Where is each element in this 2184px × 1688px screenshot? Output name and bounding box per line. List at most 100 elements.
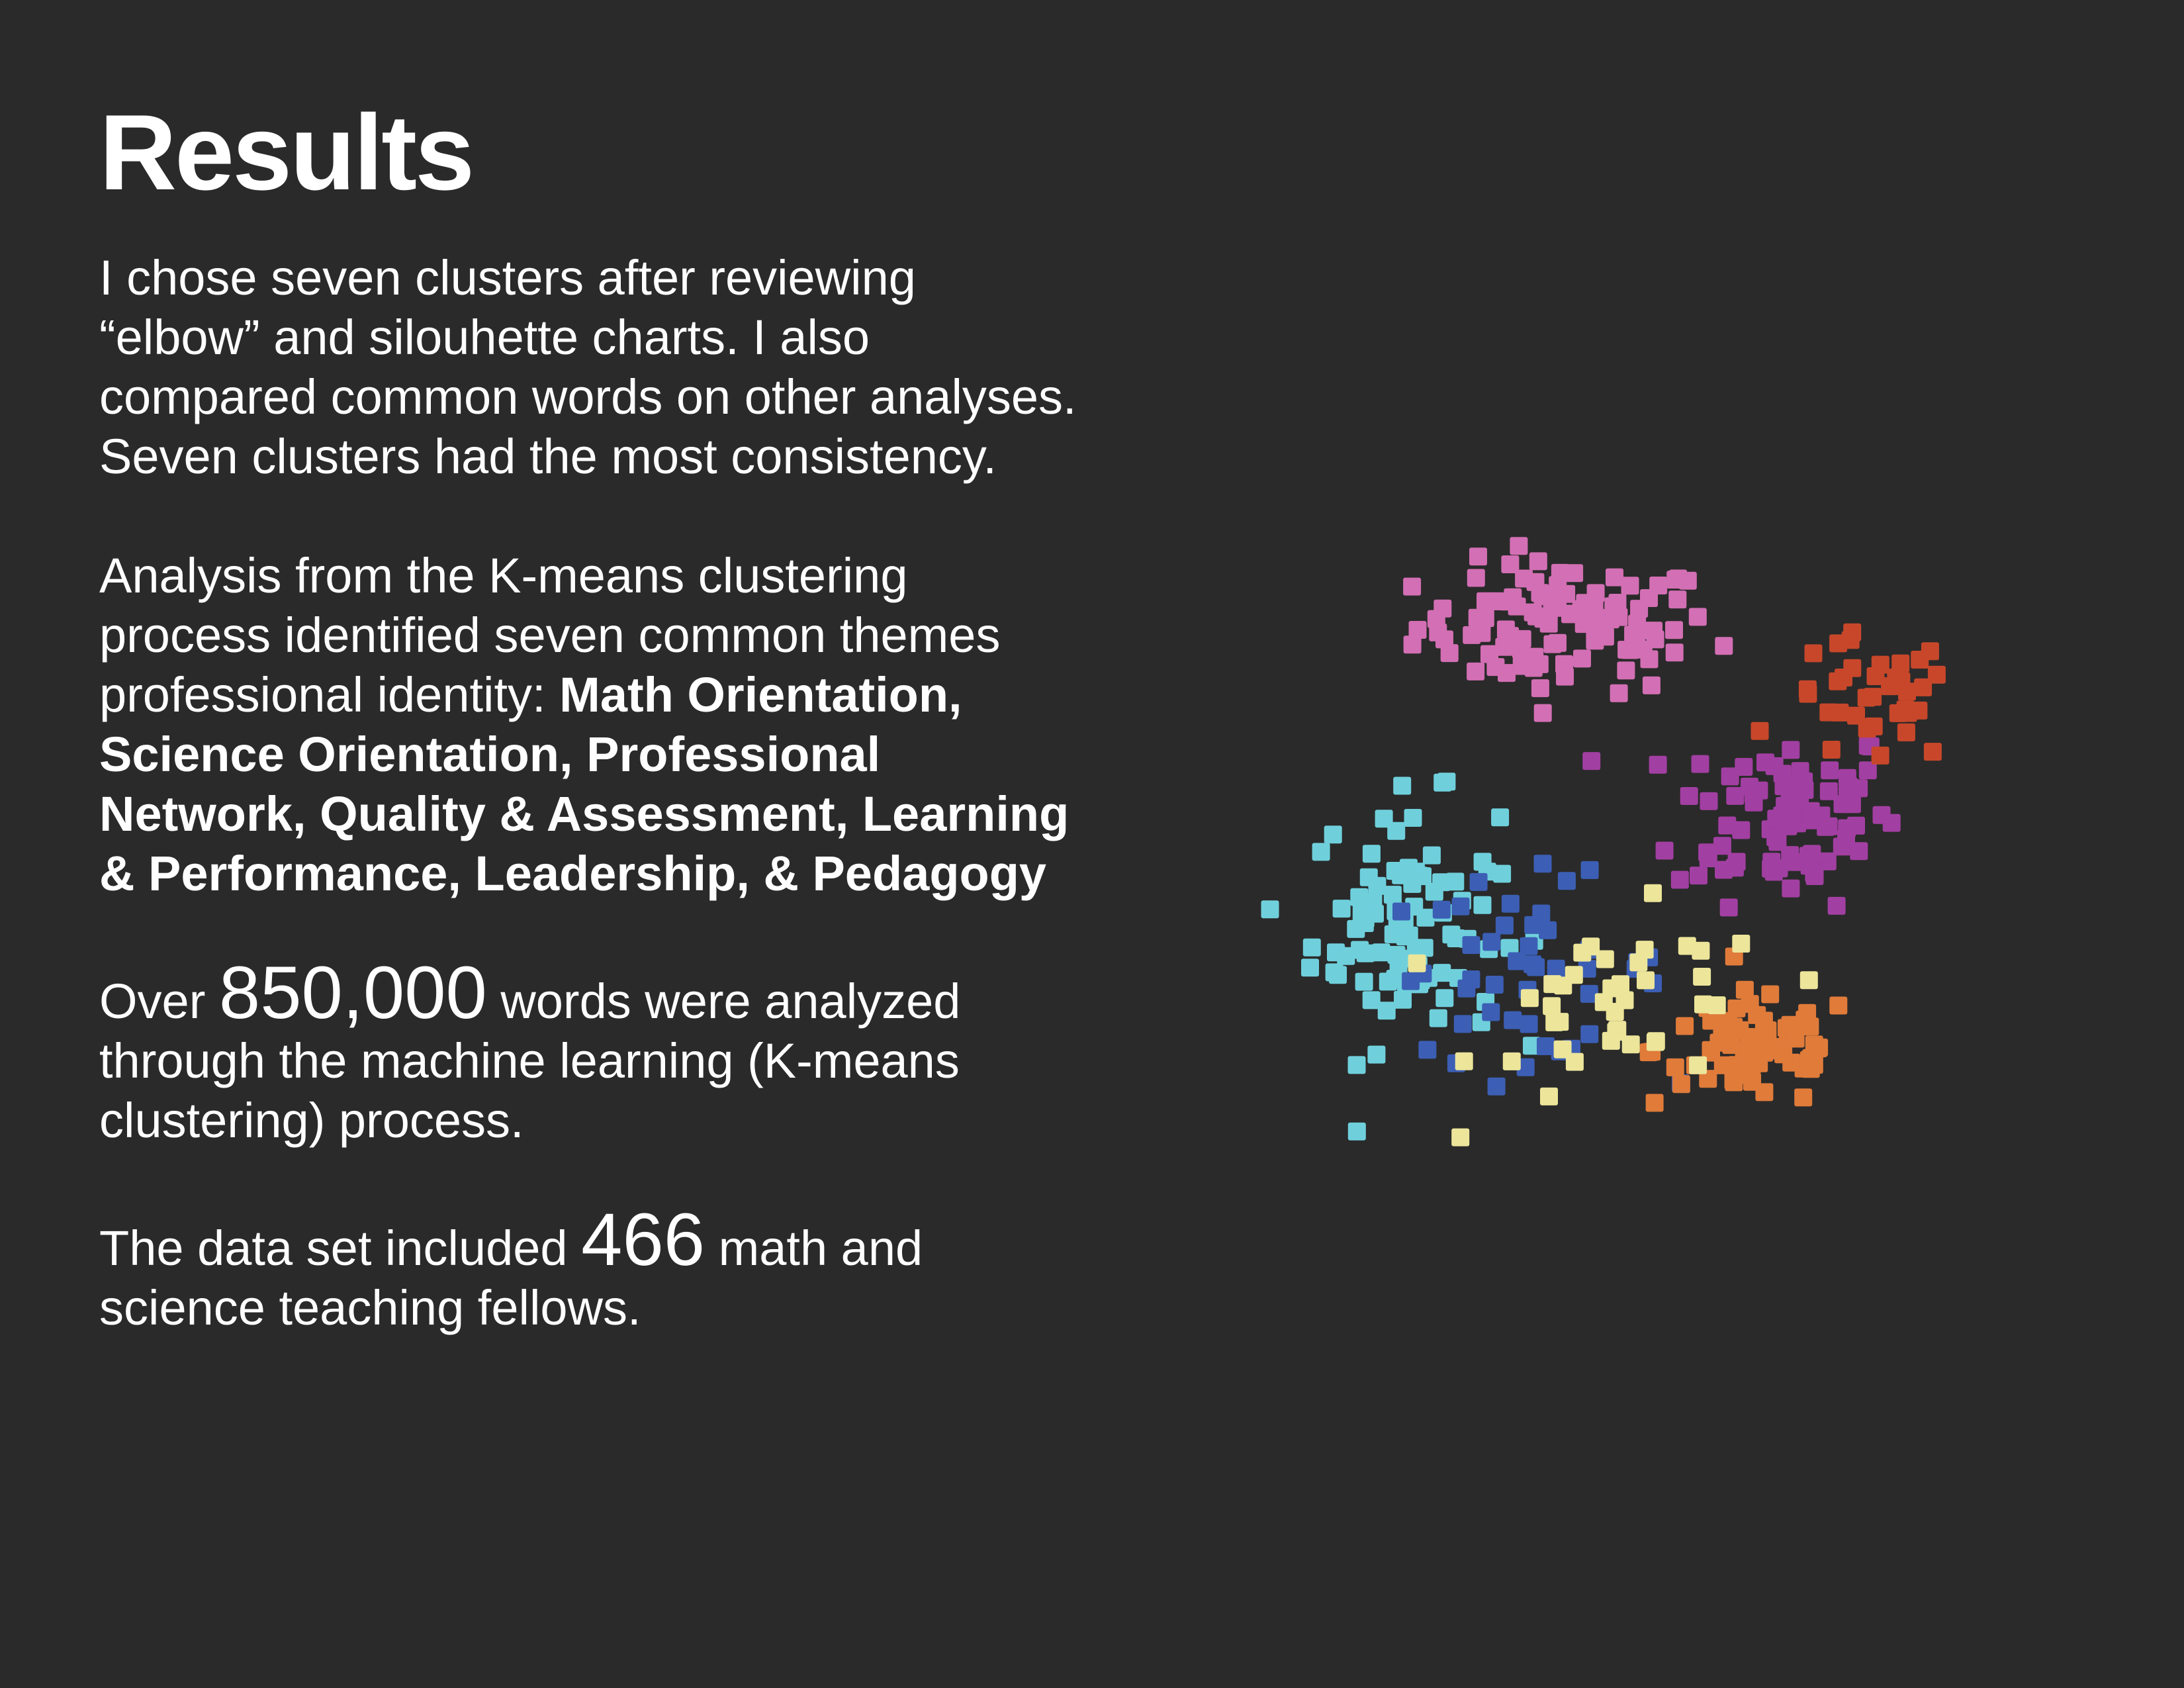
scatter-point-cluster-1 (1469, 547, 1487, 566)
page-title: Results (99, 93, 475, 212)
scatter-point-cluster-1 (1473, 624, 1491, 642)
scatter-point-cluster-1 (1468, 608, 1486, 627)
scatter-point-cluster-3 (1491, 808, 1510, 827)
scatter-point-cluster-3 (1493, 865, 1512, 883)
scatter-point-cluster-5 (1666, 1058, 1684, 1076)
scatter-point-cluster-3 (1329, 966, 1347, 984)
scatter-point-cluster-7 (1554, 976, 1572, 995)
scatter-point-cluster-4 (1580, 984, 1598, 1003)
scatter-point-cluster-1 (1621, 577, 1639, 595)
scatter-point-cluster-3 (1367, 1045, 1386, 1064)
scatter-point-cluster-2 (1582, 752, 1601, 771)
scatter-point-cluster-1 (1531, 584, 1549, 602)
scatter-point-cluster-3 (1387, 821, 1406, 840)
scatter-point-cluster-4 (1516, 1058, 1535, 1076)
scatter-point-cluster-4 (1537, 1037, 1555, 1055)
scatter-point-cluster-2 (1691, 755, 1709, 773)
scatter-point-cluster-5 (1672, 1075, 1690, 1094)
scatter-point-cluster-7 (1644, 884, 1662, 902)
scatter-point-cluster-1 (1688, 608, 1707, 626)
scatter-point-cluster-7 (1692, 941, 1710, 960)
scatter-point-cluster-1 (1403, 635, 1422, 654)
scatter-point-cluster-1 (1496, 620, 1515, 639)
scatter-point-cluster-5 (1735, 980, 1754, 999)
words-pre: Over (99, 974, 219, 1029)
scatter-point-cluster-4 (1539, 921, 1557, 939)
scatter-point-cluster-1 (1617, 661, 1635, 680)
scatter-point-cluster-3 (1302, 938, 1321, 957)
scatter-point-cluster-5 (1799, 1051, 1818, 1069)
scatter-point-cluster-6 (1923, 743, 1942, 761)
scatter-point-cluster-3 (1261, 900, 1279, 919)
scatter-point-cluster-5 (1676, 1017, 1694, 1035)
scatter-point-cluster-7 (1543, 997, 1561, 1015)
scatter-point-cluster-1 (1530, 655, 1549, 673)
scatter-point-cluster-6 (1847, 706, 1865, 725)
scatter-point-cluster-5 (1713, 1020, 1731, 1039)
cluster-scatter-plot (1261, 537, 1946, 1147)
scatter-point-cluster-2 (1782, 741, 1800, 759)
scatter-point-cluster-3 (1432, 873, 1451, 892)
scatter-point-cluster-2 (1776, 797, 1794, 815)
scatter-point-cluster-7 (1646, 1033, 1664, 1051)
scatter-point-cluster-4 (1487, 1077, 1506, 1096)
scatter-point-cluster-3 (1362, 991, 1381, 1009)
scatter-point-cluster-1 (1513, 630, 1531, 648)
scatter-point-cluster-2 (1821, 761, 1839, 780)
scatter-point-cluster-4 (1432, 900, 1451, 919)
scatter-point-cluster-2 (1785, 776, 1803, 794)
scatter-point-cluster-1 (1551, 563, 1569, 582)
scatter-point-cluster-4 (1402, 972, 1420, 990)
scatter-point-cluster-3 (1422, 846, 1441, 865)
scatter-point-cluster-5 (1794, 1088, 1813, 1107)
scatter-point-cluster-3 (1351, 941, 1369, 959)
scatter-point-cluster-1 (1440, 644, 1459, 663)
scatter-point-cluster-3 (1446, 872, 1465, 891)
scatter-point-cluster-4 (1469, 872, 1488, 891)
scatter-point-cluster-6 (1822, 741, 1841, 759)
words-count: 850,000 (218, 951, 487, 1034)
scatter-point-cluster-4 (1485, 976, 1504, 994)
scatter-point-cluster-1 (1524, 603, 1542, 622)
scatter-point-cluster-7 (1637, 971, 1655, 990)
scatter-point-cluster-5 (1798, 1004, 1817, 1022)
scatter-point-cluster-5 (1761, 985, 1780, 1004)
fellows-pre: The data set included (99, 1221, 582, 1276)
scatter-point-cluster-2 (1735, 758, 1753, 776)
scatter-point-cluster-7 (1799, 971, 1818, 990)
scatter-point-cluster-5 (1725, 1073, 1743, 1092)
scatter-point-cluster-2 (1791, 762, 1809, 780)
scatter-point-cluster-3 (1523, 1037, 1541, 1055)
scatter-point-cluster-1 (1548, 588, 1567, 607)
scatter-point-cluster-2 (1690, 867, 1707, 885)
scatter-point-cluster-5 (1801, 1017, 1819, 1036)
scatter-point-cluster-3 (1433, 964, 1451, 982)
scatter-point-cluster-3 (1372, 943, 1390, 962)
scatter-point-cluster-4 (1524, 955, 1542, 974)
scatter-point-cluster-2 (1719, 898, 1738, 917)
scatter-point-cluster-1 (1565, 564, 1584, 583)
scatter-point-cluster-5 (1702, 1041, 1720, 1059)
scatter-point-cluster-5 (1699, 1070, 1717, 1088)
scatter-point-cluster-2 (1827, 896, 1846, 915)
scatter-point-cluster-7 (1629, 953, 1648, 972)
scatter-point-cluster-7 (1551, 1013, 1569, 1031)
scatter-point-cluster-2 (1699, 849, 1717, 868)
scatter-point-cluster-3 (1332, 900, 1351, 918)
scatter-point-cluster-7 (1689, 1056, 1707, 1074)
scatter-point-cluster-1 (1533, 704, 1552, 722)
scatter-point-cluster-1 (1467, 662, 1485, 680)
scatter-point-cluster-4 (1418, 1041, 1437, 1059)
scatter-point-cluster-2 (1670, 870, 1689, 889)
scatter-point-cluster-1 (1487, 592, 1506, 610)
scatter-point-cluster-7 (1621, 1035, 1640, 1054)
scatter-point-cluster-1 (1556, 667, 1574, 686)
scatter-point-cluster-4 (1532, 904, 1551, 923)
scatter-point-cluster-3 (1324, 825, 1342, 844)
scatter-point-cluster-2 (1732, 821, 1751, 839)
scatter-point-cluster-4 (1482, 933, 1501, 951)
scatter-point-cluster-3 (1414, 867, 1432, 886)
scatter-point-cluster-3 (1377, 1002, 1396, 1020)
scatter-point-cluster-7 (1615, 991, 1634, 1009)
scatter-point-cluster-6 (1927, 665, 1946, 684)
